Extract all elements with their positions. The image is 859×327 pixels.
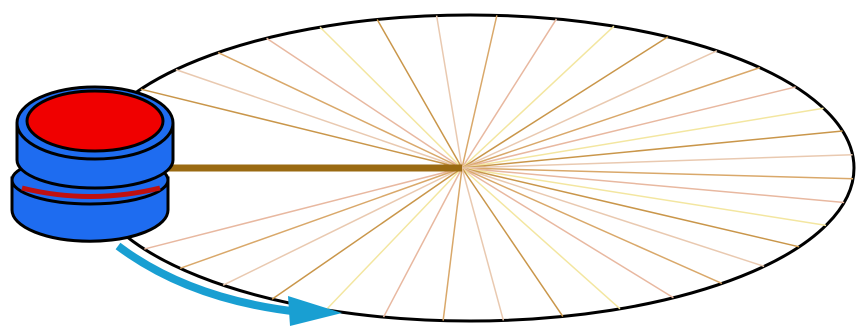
ray (461, 167, 800, 248)
ray (461, 167, 765, 268)
ray (461, 167, 621, 310)
ray (461, 36, 669, 169)
ray (319, 26, 463, 169)
ray (382, 167, 463, 318)
ray (376, 19, 463, 169)
ray (461, 167, 505, 321)
yoyo (10, 85, 175, 243)
ray (325, 167, 463, 311)
string-rays (140, 15, 854, 321)
ray (144, 167, 463, 250)
ray (435, 15, 463, 169)
ray (442, 167, 463, 321)
ray (217, 51, 463, 169)
ray (222, 167, 463, 286)
ray (461, 167, 564, 317)
ray (140, 88, 463, 169)
ray (461, 167, 854, 180)
yoyo-axle (21, 185, 161, 199)
ray (271, 167, 463, 300)
arrow-head (288, 296, 342, 326)
ray (461, 167, 845, 204)
ray (179, 167, 463, 270)
ray (461, 107, 824, 169)
ray (461, 167, 674, 299)
motion-arrow (115, 242, 301, 316)
ray (461, 25, 615, 169)
ray (461, 66, 761, 169)
ray (461, 167, 827, 227)
ray (461, 130, 843, 169)
ray (461, 167, 723, 285)
ray (461, 50, 718, 169)
ray (266, 37, 463, 169)
yoyo-face (25, 89, 165, 153)
ray (461, 18, 558, 169)
ray (461, 153, 853, 169)
ray (175, 68, 463, 169)
ray (461, 86, 796, 169)
ray (461, 15, 498, 169)
